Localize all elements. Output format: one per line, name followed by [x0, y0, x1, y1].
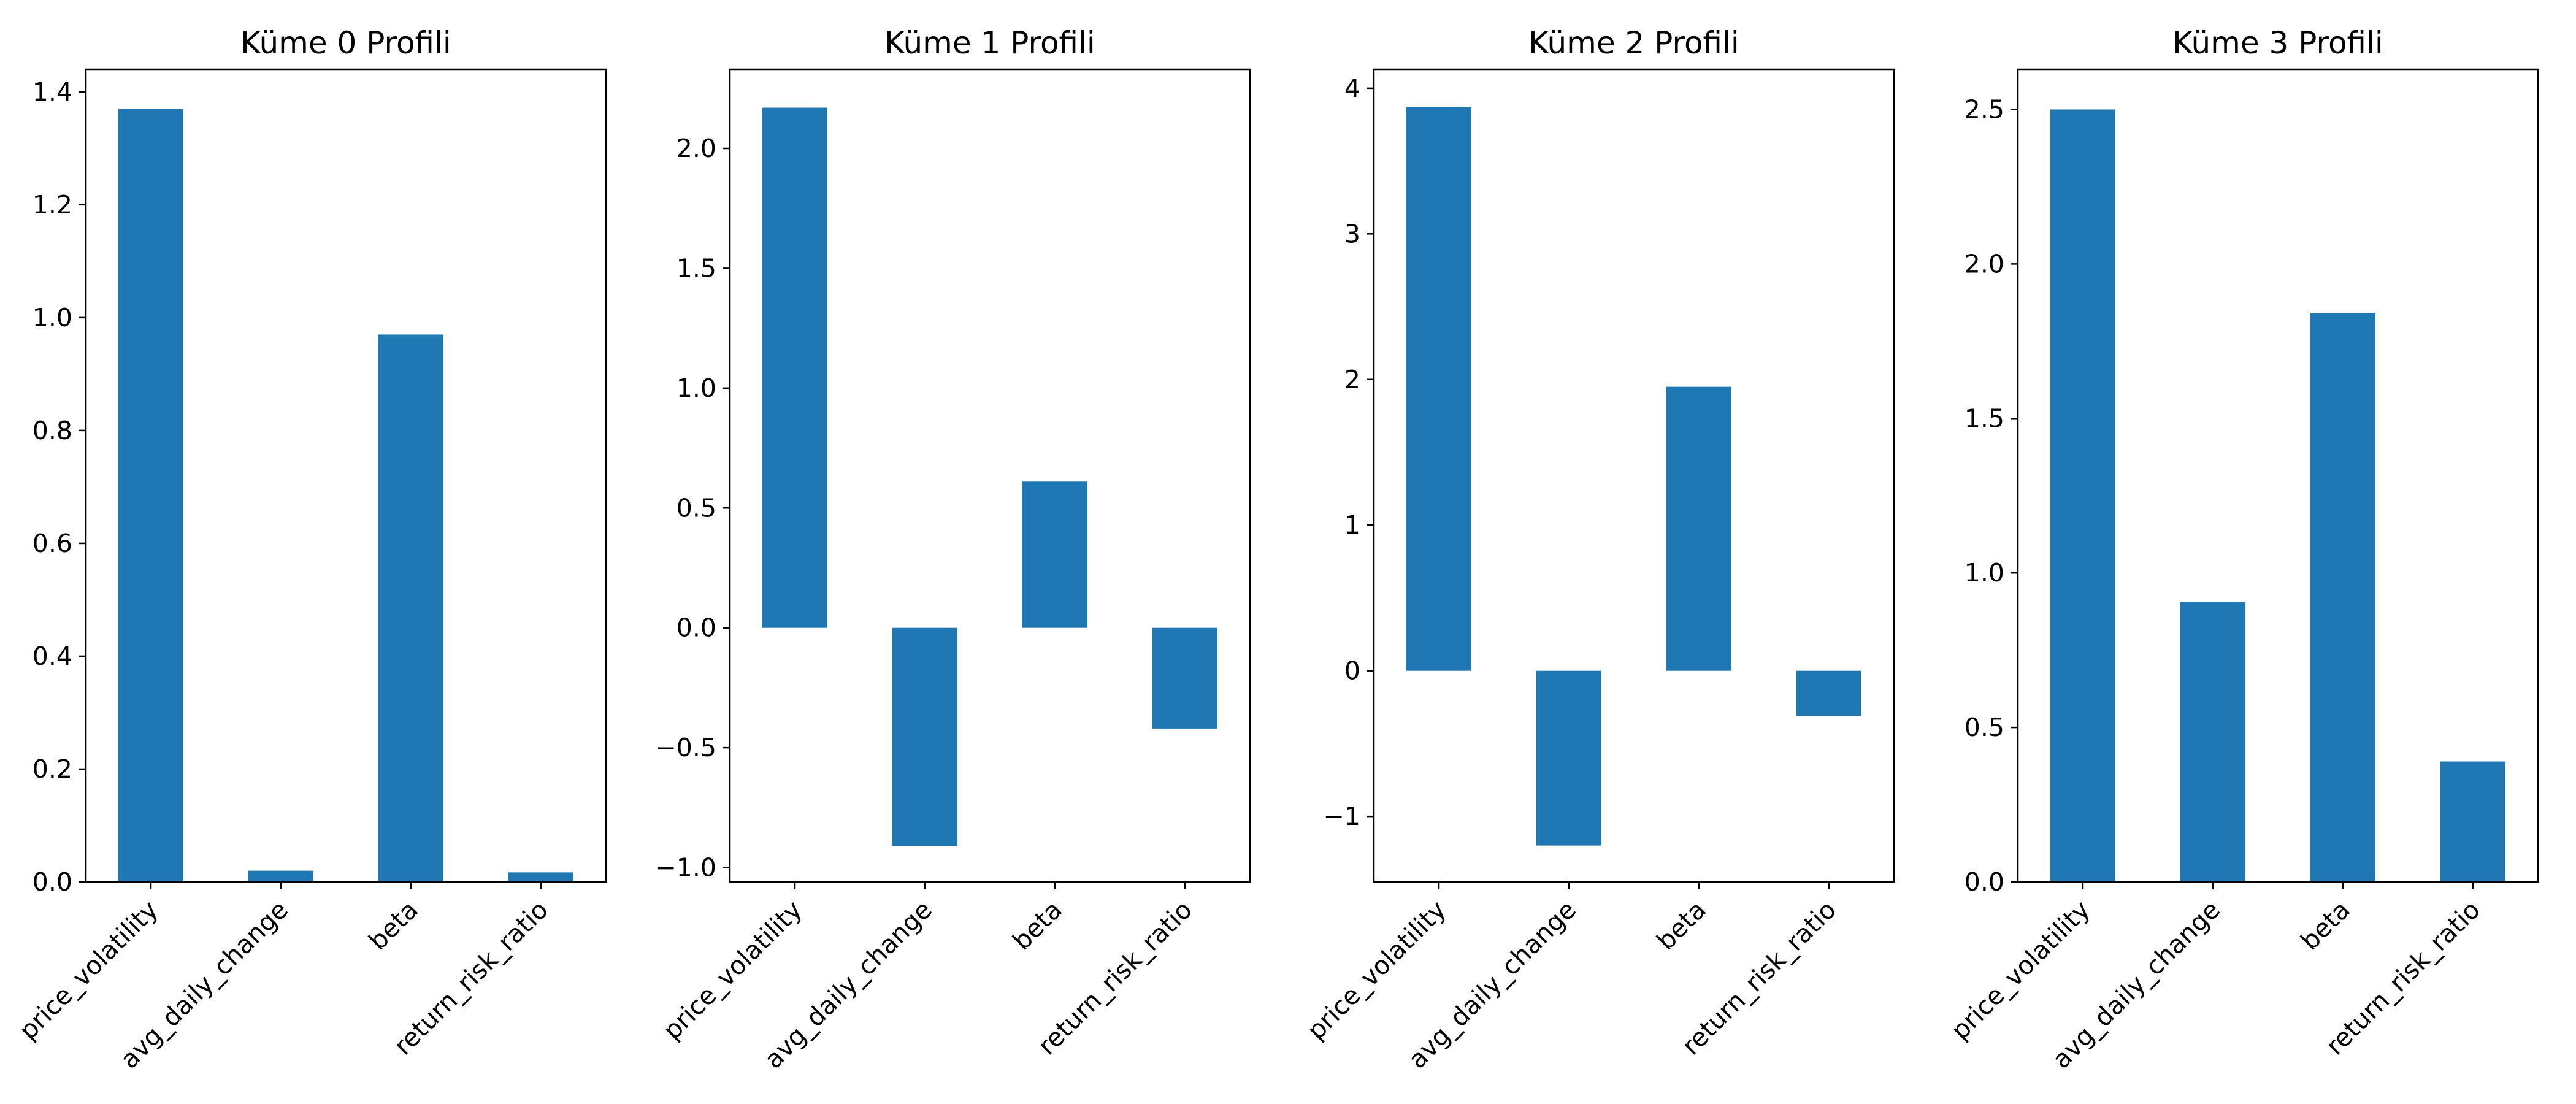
- y-tick-label: 2.0: [677, 134, 716, 163]
- y-tick-label: 1: [1344, 510, 1360, 540]
- y-tick-label: 2.5: [1965, 94, 2004, 124]
- bar-beta: [1666, 386, 1731, 671]
- y-tick-label: 1.4: [33, 77, 72, 107]
- y-tick-label: 0.2: [33, 754, 72, 784]
- x-tick-label-beta: beta: [1007, 895, 1068, 956]
- y-tick-label: 0.0: [677, 613, 716, 643]
- x-tick-label-price-volatility: price_volatility: [13, 895, 164, 1045]
- chart-panel-3: Küme 3 Profili 0.0 0.5 1.0 1.5 2.0 2.5 price_vo…: [1945, 25, 2539, 1075]
- y-tick-label: 1.0: [33, 303, 72, 332]
- chart-panel-1: Küme 1 Profili −1.0 −0.5 0.0 0.5 1.0 1.5 2.0 pri…: [655, 25, 1251, 1075]
- bar-avg-daily-change: [2180, 602, 2245, 882]
- y-tick-label: 2.0: [1965, 249, 2004, 278]
- y-tick-label: 0.5: [1965, 713, 2004, 742]
- chart-panel-0: Küme 0 Profili 0.0 0.2 0.4 0.6 0.8 1.0 1.2 1.4 pr…: [13, 25, 607, 1075]
- bar-avg-daily-change: [248, 870, 313, 882]
- y-tick-label: 0.6: [33, 529, 72, 558]
- bar-return-risk-ratio: [2440, 761, 2505, 882]
- x-tick-label-price-volatility: price_volatility: [1945, 895, 2096, 1045]
- chart-title: Küme 1 Profili: [884, 25, 1095, 61]
- y-tick-label: 0: [1344, 656, 1360, 686]
- bar-return-risk-ratio: [1796, 670, 1861, 716]
- axes-frame: [729, 68, 1251, 883]
- bar-price-volatility: [2050, 109, 2115, 883]
- y-tick-label: 1.2: [33, 190, 72, 220]
- y-tick-label: 3: [1344, 219, 1360, 248]
- y-tick-label: 0.5: [677, 493, 716, 523]
- y-tick-label: 0.4: [33, 642, 72, 671]
- x-tick-label-price-volatility: price_volatility: [657, 895, 808, 1045]
- chart-title: Küme 3 Profili: [2172, 25, 2383, 61]
- bar-price-volatility: [1406, 107, 1471, 671]
- y-tick-label: 1.5: [677, 253, 716, 283]
- axes-frame: [1373, 68, 1895, 883]
- x-tick-label-beta: beta: [2295, 895, 2356, 956]
- y-tick-label: −1.0: [655, 853, 716, 883]
- y-tick-label: 1.5: [1965, 404, 2004, 433]
- y-tick-label: 2: [1344, 365, 1360, 394]
- bar-beta: [378, 334, 443, 882]
- x-tick-label-beta: beta: [363, 895, 424, 956]
- y-tick-label: 1.0: [1965, 558, 2004, 588]
- y-tick-label: −0.5: [655, 733, 716, 762]
- bar-return-risk-ratio: [1152, 627, 1217, 729]
- chart-title: Küme 2 Profili: [1528, 25, 1739, 61]
- bar-avg-daily-change: [892, 627, 957, 846]
- x-tick-label-price-volatility: price_volatility: [1301, 895, 1452, 1045]
- bar-price-volatility: [118, 109, 183, 883]
- y-tick-label: 0.0: [1965, 867, 2004, 897]
- y-tick-label: 0.8: [33, 416, 72, 445]
- axes-frame: [2017, 68, 2539, 883]
- axes-frame: [85, 68, 607, 883]
- chart-title: Küme 0 Profili: [240, 25, 451, 61]
- y-tick-label: 0.0: [33, 867, 72, 897]
- bar-return-risk-ratio: [508, 872, 573, 882]
- chart-panel-2: Küme 2 Profili−101234price_volatilityavg…: [1301, 25, 1895, 1075]
- y-tick-label: −1: [1324, 802, 1360, 831]
- x-tick-label-beta: beta: [1651, 895, 1712, 956]
- y-tick-label: 4: [1344, 74, 1360, 103]
- bar-beta: [2310, 313, 2375, 883]
- y-tick-label: 1.0: [677, 374, 716, 403]
- bar-price-volatility: [762, 107, 827, 628]
- bar-avg-daily-change: [1536, 670, 1601, 846]
- bar-beta: [1022, 481, 1087, 628]
